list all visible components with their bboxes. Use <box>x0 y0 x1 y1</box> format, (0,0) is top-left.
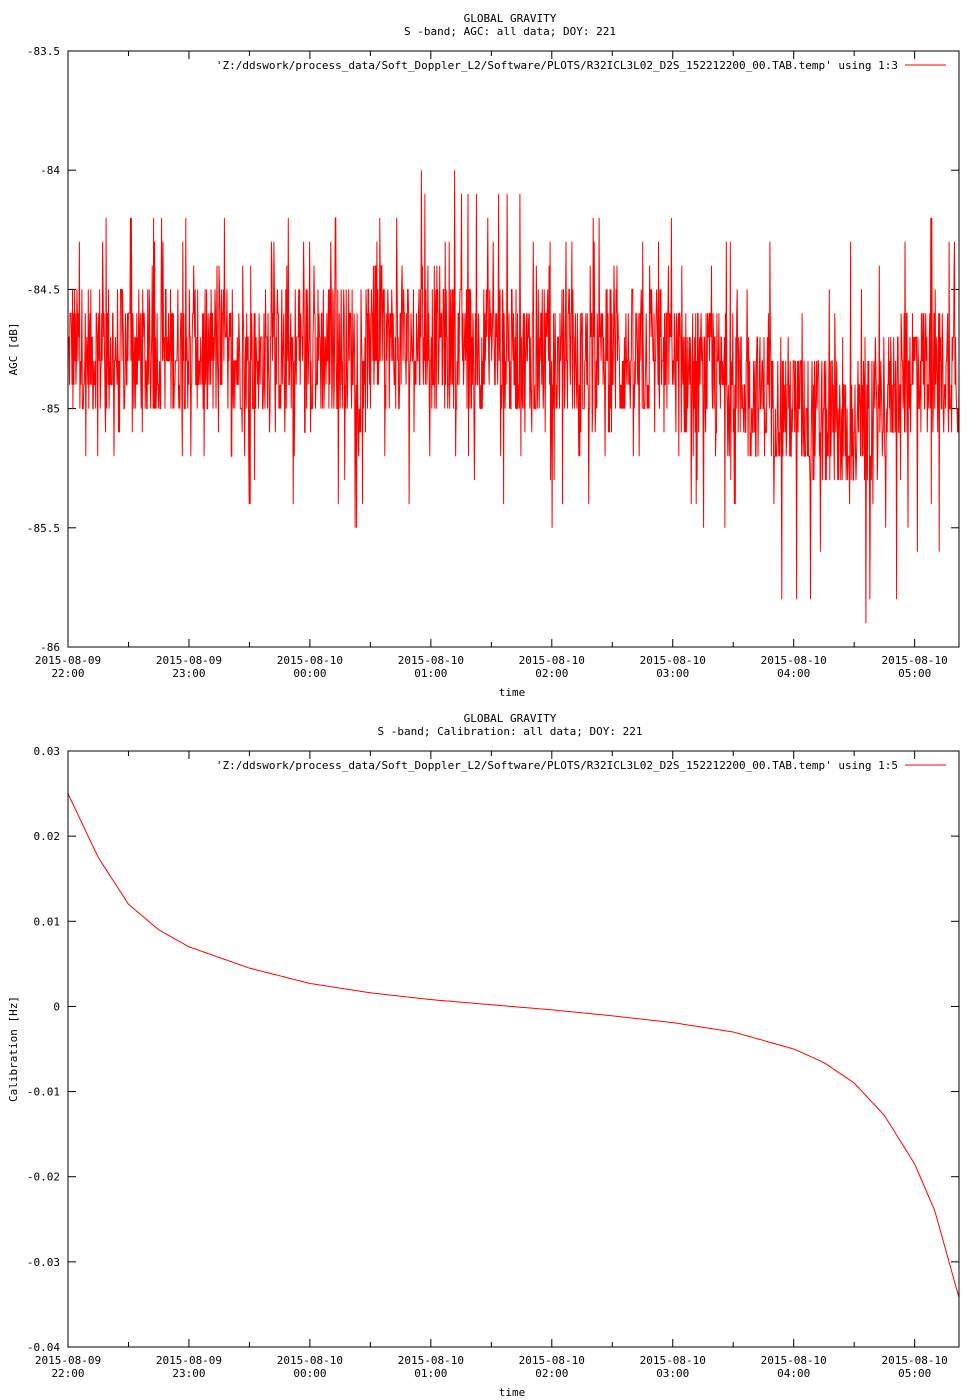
calibration-xtick-time-label: 23:00 <box>172 1367 205 1380</box>
calibration-chart-subtitle: S -band; Calibration: all data; DOY: 221 <box>378 725 643 738</box>
calibration-ytick-label: -0.02 <box>27 1171 60 1184</box>
agc-ytick-label: -85.5 <box>27 522 60 535</box>
agc-series-group <box>68 170 960 624</box>
calibration-ytick-label: -0.03 <box>27 1256 60 1269</box>
calibration-series-group <box>67 793 960 1298</box>
calibration-ytick-label: 0.03 <box>34 745 61 758</box>
agc-axes: -83.5-84-84.5-85-85.5-862015-08-0922:002… <box>27 45 959 680</box>
calibration-xtick-date-label: 2015-08-10 <box>398 1354 464 1367</box>
agc-xtick-time-label: 01:00 <box>414 667 447 680</box>
calibration-series-line <box>67 793 960 1298</box>
calibration-ytick-label: -0.01 <box>27 1086 60 1099</box>
agc-xtick-time-label: 22:00 <box>51 667 84 680</box>
agc-xtick-time-label: 05:00 <box>898 667 931 680</box>
calibration-xtick-date-label: 2015-08-10 <box>761 1354 827 1367</box>
agc-series-line <box>68 170 960 624</box>
calibration-ylabel: Calibration [Hz] <box>7 996 20 1102</box>
calibration-xtick-time-label: 00:00 <box>293 1367 326 1380</box>
calibration-plot-frame <box>67 750 960 1348</box>
calibration-xtick-date-label: 2015-08-10 <box>882 1354 948 1367</box>
agc-chart-subtitle: S -band; AGC: all data; DOY: 221 <box>404 25 616 38</box>
agc-legend-label: 'Z:/ddswork/process_data/Soft_Doppler_L2… <box>216 59 898 72</box>
calibration-xtick-time-label: 03:00 <box>656 1367 689 1380</box>
calibration-xtick-time-label: 05:00 <box>898 1367 931 1380</box>
agc-xtick-date-label: 2015-08-10 <box>519 654 585 667</box>
agc-ytick-label: -84.5 <box>27 283 60 296</box>
calibration-ytick-label: 0 <box>53 1000 60 1013</box>
agc-xtick-time-label: 00:00 <box>293 667 326 680</box>
agc-chart-title: GLOBAL GRAVITY <box>464 12 557 25</box>
calibration-xtick-time-label: 02:00 <box>535 1367 568 1380</box>
agc-xtick-date-label: 2015-08-09 <box>35 654 101 667</box>
agc-xtick-date-label: 2015-08-10 <box>277 654 343 667</box>
calibration-ytick-label: 0.01 <box>34 915 61 928</box>
calibration-xtick-date-label: 2015-08-09 <box>156 1354 222 1367</box>
agc-xtick-time-label: 02:00 <box>535 667 568 680</box>
agc-xtick-date-label: 2015-08-10 <box>761 654 827 667</box>
calibration-xtick-date-label: 2015-08-10 <box>519 1354 585 1367</box>
agc-xlabel: time <box>499 686 526 699</box>
agc-chart: GLOBAL GRAVITY S -band; AGC: all data; D… <box>7 12 960 699</box>
calibration-legend-label: 'Z:/ddswork/process_data/Soft_Doppler_L2… <box>216 759 898 772</box>
agc-xtick-time-label: 03:00 <box>656 667 689 680</box>
agc-xtick-time-label: 23:00 <box>172 667 205 680</box>
calibration-xtick-date-label: 2015-08-10 <box>277 1354 343 1367</box>
agc-xtick-date-label: 2015-08-10 <box>398 654 464 667</box>
agc-xtick-date-label: 2015-08-10 <box>640 654 706 667</box>
calibration-xtick-date-label: 2015-08-10 <box>640 1354 706 1367</box>
agc-ytick-label: -83.5 <box>27 45 60 58</box>
agc-ytick-label: -86 <box>40 641 60 654</box>
calibration-chart-title: GLOBAL GRAVITY <box>464 712 557 725</box>
agc-xtick-time-label: 04:00 <box>777 667 810 680</box>
calibration-ytick-label: -0.04 <box>27 1341 60 1354</box>
calibration-xtick-time-label: 04:00 <box>777 1367 810 1380</box>
calibration-xlabel: time <box>499 1386 526 1399</box>
calibration-xtick-time-label: 22:00 <box>51 1367 84 1380</box>
calibration-xtick-time-label: 01:00 <box>414 1367 447 1380</box>
agc-plot-frame <box>67 50 960 648</box>
calibration-axes: 0.030.020.010-0.01-0.02-0.03-0.042015-08… <box>27 745 959 1380</box>
agc-ytick-label: -85 <box>40 403 60 416</box>
agc-ylabel: AGC [dB] <box>7 323 20 376</box>
calibration-xtick-date-label: 2015-08-09 <box>35 1354 101 1367</box>
agc-xtick-date-label: 2015-08-09 <box>156 654 222 667</box>
agc-xtick-date-label: 2015-08-10 <box>882 654 948 667</box>
calibration-ytick-label: 0.02 <box>34 830 61 843</box>
calibration-chart: GLOBAL GRAVITY S -band; Calibration: all… <box>7 712 960 1399</box>
agc-ytick-label: -84 <box>40 164 60 177</box>
